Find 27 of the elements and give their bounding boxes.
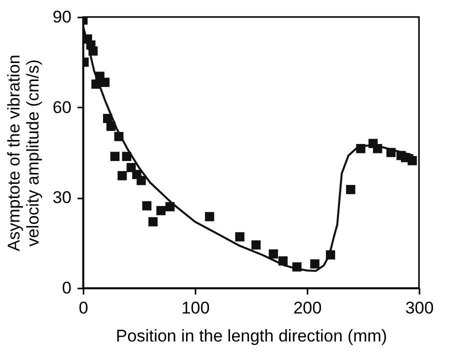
point (346, 184, 356, 194)
point (235, 232, 244, 242)
point (106, 122, 116, 131)
point (142, 201, 152, 210)
point (204, 212, 214, 222)
point (156, 206, 166, 216)
point (251, 240, 261, 250)
point (118, 171, 127, 180)
point (310, 259, 320, 269)
y-tick-label: 90 (52, 8, 72, 26)
x-tick-label: 0 (78, 298, 88, 318)
point (148, 217, 158, 226)
point (126, 162, 136, 172)
x-tick-label: 100 (181, 298, 210, 318)
y-tick-label: 60 (52, 98, 72, 117)
point (136, 176, 146, 186)
point (100, 78, 110, 87)
y-axis-title: Asymptote of the vibration velocity amplitude (cm/s) (4, 54, 43, 252)
point (268, 249, 278, 259)
x-tick-label: 300 (405, 298, 434, 318)
y-tick-label: 0 (62, 278, 72, 298)
y-tick-label: 30 (52, 188, 72, 208)
point (110, 152, 120, 162)
point (122, 152, 132, 162)
x-axis-title: Position in the length direction (mm) (116, 326, 388, 346)
x-tick-label: 200 (293, 298, 322, 318)
point (408, 156, 417, 166)
